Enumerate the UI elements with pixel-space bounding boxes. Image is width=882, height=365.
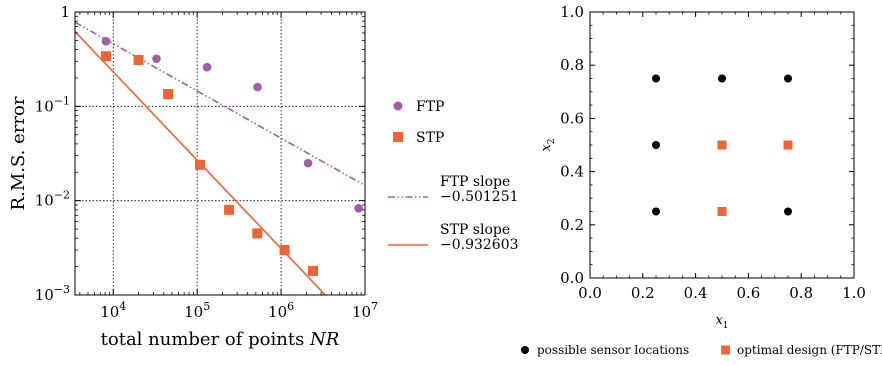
right-y-tick-label: 0.2 [560, 216, 584, 234]
legend-stp-label: STP [416, 130, 444, 146]
right-y-axis-label: x2 [539, 138, 557, 151]
legend-stp-slope-value: −0.932603 [440, 237, 519, 253]
left-x-tick-label: 104 [100, 300, 126, 321]
stp-point [224, 204, 235, 215]
optimal-design-point [717, 140, 727, 150]
left-chart: 104 105 106 107 10−3 10−2 10−1 1 total number o… [8, 3, 519, 350]
stp-point [252, 228, 263, 239]
legend-ftp-marker [393, 101, 403, 111]
stp-point [194, 159, 205, 170]
legend-ftp-slope-title: FTP slope [440, 174, 510, 190]
left-gridlines [75, 12, 365, 295]
left-y-tick-label: 10−3 [35, 283, 70, 304]
sensor-location-point [784, 74, 792, 83]
legend-ftp-label: FTP [416, 99, 444, 115]
right-y-tick-label: 0.6 [560, 109, 584, 127]
sensor-location-point [652, 141, 660, 149]
stp-point [307, 265, 318, 276]
left-ticks: 104 105 106 107 10−3 10−2 10−1 1 [35, 3, 378, 321]
stp-point [133, 54, 144, 65]
sensor-location-point [652, 74, 660, 83]
left-x-tick-label: 106 [268, 300, 294, 321]
right-ticks: 0.00.0 0.2 0.2 0.4 0.4 0.6 0.6 0.8 0.8 1.0 1.0 [560, 3, 866, 302]
optimal-design-point [783, 140, 793, 150]
left-y-tick-label: 1 [60, 3, 70, 21]
stp-point [163, 89, 174, 100]
legend-stp-slope-title: STP slope [440, 222, 510, 238]
ftp-slope-line [75, 21, 365, 187]
sensor-location-point [784, 207, 792, 216]
right-x-tick-label: 1.0 [842, 284, 866, 302]
ftp-point [152, 54, 161, 63]
legend-sensor-label: possible sensor locations [537, 343, 689, 357]
ftp-point [253, 82, 262, 92]
left-legend: FTP STP FTP slope−0.501251 STP slope−0.9326… [388, 99, 519, 253]
right-data-points [652, 74, 793, 216]
left-y-axis-label: R.M.S. error [8, 96, 29, 210]
left-plot-frame [74, 11, 366, 296]
stp-point [100, 51, 111, 62]
optimal-design-point [717, 207, 727, 216]
right-y-tick-label: 1.0 [560, 3, 584, 21]
right-x-tick-label: 0.8 [789, 284, 813, 302]
right-x-tick-label: 0.2 [631, 284, 655, 302]
right-x-tick-label: 0.6 [736, 284, 760, 302]
legend-ftp-slope-value: −0.501251 [440, 189, 519, 205]
left-y-tick-label: 10−2 [35, 189, 70, 210]
right-x-axis-label: x1 [715, 313, 728, 331]
right-chart: 0.00.00.20.20.40.40.60.60.80.81.01.0 x1 … [521, 3, 882, 357]
left-x-axis-label: total number of points NR [101, 329, 340, 350]
left-x-tick-label: 105 [184, 300, 210, 321]
right-x-tick-label: 0.4 [684, 284, 708, 302]
ftp-point [303, 158, 313, 168]
stp-point [279, 244, 290, 255]
ftp-point [354, 204, 363, 213]
left-fit-lines [75, 21, 365, 295]
right-legend: possible sensor locations optimal design … [521, 343, 882, 357]
sensor-location-point [718, 74, 726, 83]
right-y-tick-label: 0.4 [560, 163, 584, 181]
left-data-points [100, 36, 363, 276]
ftp-point [202, 62, 212, 72]
legend-stp-marker [393, 132, 403, 142]
left-y-tick-label: 10−1 [35, 94, 70, 115]
right-y-tick-label: 0.0 [560, 269, 584, 287]
legend-optimal-marker [721, 345, 730, 355]
right-y-tick-label: 0.8 [560, 56, 584, 74]
legend-sensor-marker [521, 346, 529, 354]
left-x-tick-label: 107 [352, 300, 378, 321]
ftp-point [101, 36, 111, 46]
legend-optimal-label: optimal design (FTP/STP) [737, 343, 882, 357]
sensor-location-point [652, 207, 660, 216]
right-x-tick-label: 0.0 [578, 284, 602, 302]
